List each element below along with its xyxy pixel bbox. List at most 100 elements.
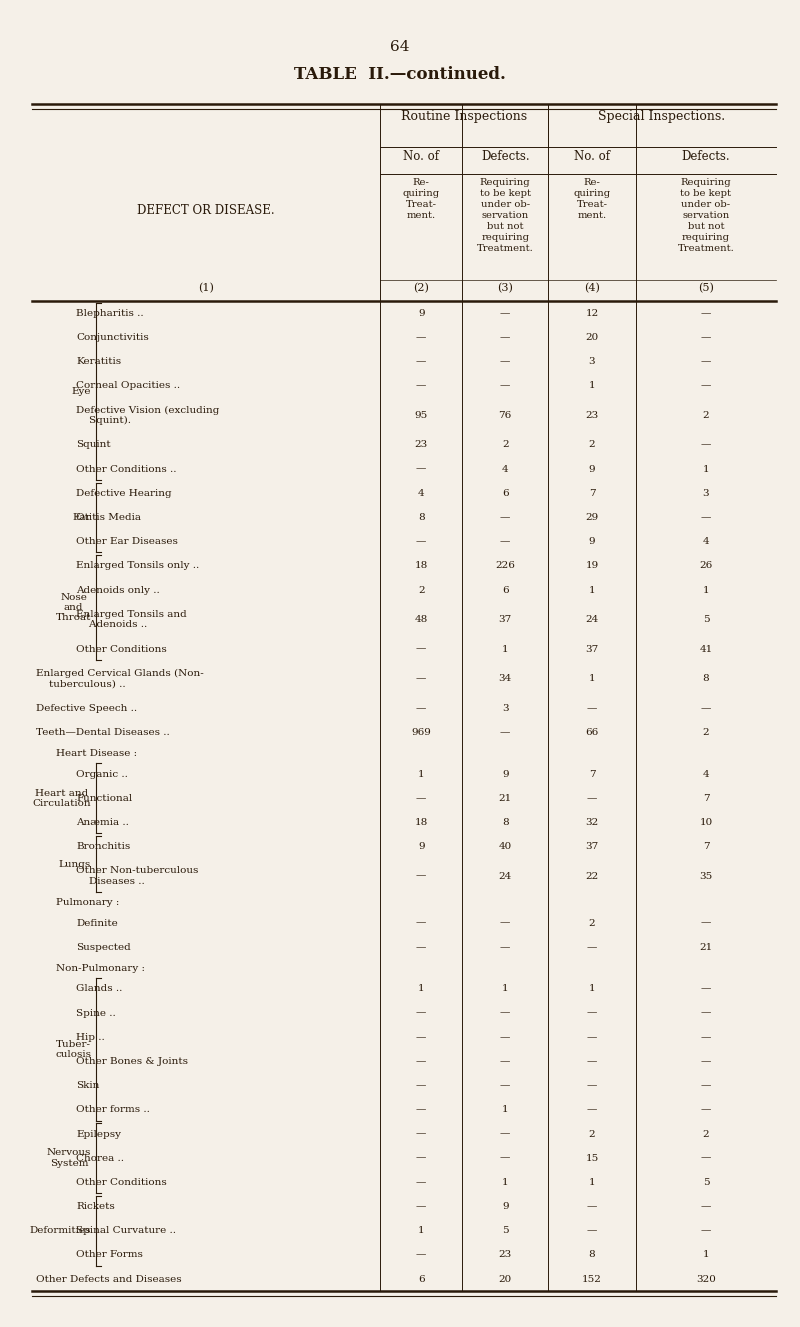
Text: Eye: Eye	[72, 386, 91, 395]
Text: 1: 1	[418, 770, 425, 779]
Text: Enlarged Cervical Glands (Non-
    tuberculous) ..: Enlarged Cervical Glands (Non- tuberculo…	[36, 669, 204, 689]
Text: 1: 1	[502, 985, 509, 994]
Text: —: —	[587, 1105, 597, 1115]
Text: 4: 4	[702, 770, 710, 779]
Text: 6: 6	[502, 488, 509, 498]
Text: Enlarged Tonsils only ..: Enlarged Tonsils only ..	[76, 561, 199, 571]
Text: —: —	[500, 514, 510, 522]
Text: —: —	[587, 1032, 597, 1042]
Text: Other Non-tuberculous
    Diseases ..: Other Non-tuberculous Diseases ..	[76, 867, 198, 886]
Text: Nervous
System: Nervous System	[47, 1148, 91, 1168]
Text: 10: 10	[699, 817, 713, 827]
Text: Requiring
to be kept
under ob-
servation
but not
requiring
Treatment.: Requiring to be kept under ob- servation…	[678, 178, 734, 253]
Text: 37: 37	[586, 843, 598, 851]
Text: 76: 76	[498, 411, 512, 419]
Text: —: —	[500, 1032, 510, 1042]
Text: 15: 15	[586, 1153, 598, 1162]
Text: 24: 24	[498, 872, 512, 881]
Text: Tuber-
culosis: Tuber- culosis	[55, 1039, 91, 1059]
Text: 37: 37	[586, 645, 598, 654]
Text: 95: 95	[414, 411, 428, 419]
Text: —: —	[500, 729, 510, 736]
Text: 1: 1	[702, 464, 710, 474]
Text: 1: 1	[502, 1105, 509, 1115]
Text: 35: 35	[699, 872, 713, 881]
Text: Re-
quiring
Treat-
ment.: Re- quiring Treat- ment.	[574, 178, 610, 220]
Text: 4: 4	[502, 464, 509, 474]
Text: Deformities: Deformities	[30, 1226, 91, 1235]
Text: Squint: Squint	[76, 441, 110, 450]
Text: 2: 2	[418, 585, 425, 594]
Text: 7: 7	[702, 843, 710, 851]
Text: Defects.: Defects.	[682, 150, 730, 163]
Text: 29: 29	[586, 514, 598, 522]
Text: Heart and
Circulation: Heart and Circulation	[33, 788, 91, 808]
Text: Bronchitis: Bronchitis	[76, 843, 130, 851]
Text: 37: 37	[498, 616, 512, 624]
Text: Conjunctivitis: Conjunctivitis	[76, 333, 149, 342]
Text: 4: 4	[702, 537, 710, 547]
Text: Otitis Media: Otitis Media	[76, 514, 141, 522]
Text: —: —	[587, 1058, 597, 1066]
Text: —: —	[701, 357, 711, 366]
Text: Glands ..: Glands ..	[76, 985, 122, 994]
Text: DEFECT OR DISEASE.: DEFECT OR DISEASE.	[137, 204, 275, 218]
Text: Hip ..: Hip ..	[76, 1032, 105, 1042]
Text: Other Conditions: Other Conditions	[76, 645, 166, 654]
Text: 21: 21	[498, 794, 512, 803]
Text: —: —	[416, 1202, 426, 1212]
Text: 2: 2	[702, 1129, 710, 1139]
Text: —: —	[416, 872, 426, 881]
Text: 2: 2	[589, 918, 595, 928]
Text: Blepharitis ..: Blepharitis ..	[76, 309, 144, 318]
Text: —: —	[416, 1082, 426, 1091]
Text: —: —	[701, 703, 711, 713]
Text: 3: 3	[702, 488, 710, 498]
Text: Lungs: Lungs	[59, 860, 91, 869]
Text: Other Conditions: Other Conditions	[76, 1178, 166, 1186]
Text: 66: 66	[586, 729, 598, 736]
Text: Spinal Curvature ..: Spinal Curvature ..	[76, 1226, 176, 1235]
Text: —: —	[500, 309, 510, 318]
Text: 9: 9	[589, 464, 595, 474]
Text: Special Inspections.: Special Inspections.	[598, 110, 726, 123]
Text: Heart Disease :: Heart Disease :	[56, 748, 137, 758]
Text: 8: 8	[418, 514, 425, 522]
Text: —: —	[416, 537, 426, 547]
Text: 26: 26	[699, 561, 713, 571]
Text: Pulmonary :: Pulmonary :	[56, 898, 119, 906]
Text: 19: 19	[586, 561, 598, 571]
Text: Teeth—Dental Diseases ..: Teeth—Dental Diseases ..	[36, 729, 170, 736]
Text: —: —	[416, 1032, 426, 1042]
Text: —: —	[416, 1250, 426, 1259]
Text: 226: 226	[495, 561, 515, 571]
Text: —: —	[587, 794, 597, 803]
Text: Spine ..: Spine ..	[76, 1009, 116, 1018]
Text: 1: 1	[589, 985, 595, 994]
Text: 3: 3	[589, 357, 595, 366]
Text: 1: 1	[502, 645, 509, 654]
Text: —: —	[587, 942, 597, 951]
Text: —: —	[701, 1032, 711, 1042]
Text: 7: 7	[589, 488, 595, 498]
Text: 1: 1	[589, 585, 595, 594]
Text: Skin: Skin	[76, 1082, 99, 1091]
Text: Other Defects and Diseases: Other Defects and Diseases	[36, 1274, 182, 1283]
Text: —: —	[500, 1129, 510, 1139]
Text: —: —	[416, 918, 426, 928]
Text: —: —	[701, 309, 711, 318]
Text: 18: 18	[414, 817, 428, 827]
Text: 1: 1	[589, 1178, 595, 1186]
Text: 1: 1	[589, 381, 595, 390]
Text: —: —	[701, 1153, 711, 1162]
Text: —: —	[500, 918, 510, 928]
Text: —: —	[701, 514, 711, 522]
Text: 2: 2	[702, 411, 710, 419]
Text: —: —	[587, 1226, 597, 1235]
Text: Corneal Opacities ..: Corneal Opacities ..	[76, 381, 180, 390]
Text: Defective Hearing: Defective Hearing	[76, 488, 172, 498]
Text: 1: 1	[418, 985, 425, 994]
Text: 23: 23	[586, 411, 598, 419]
Text: —: —	[500, 381, 510, 390]
Text: Other Conditions ..: Other Conditions ..	[76, 464, 177, 474]
